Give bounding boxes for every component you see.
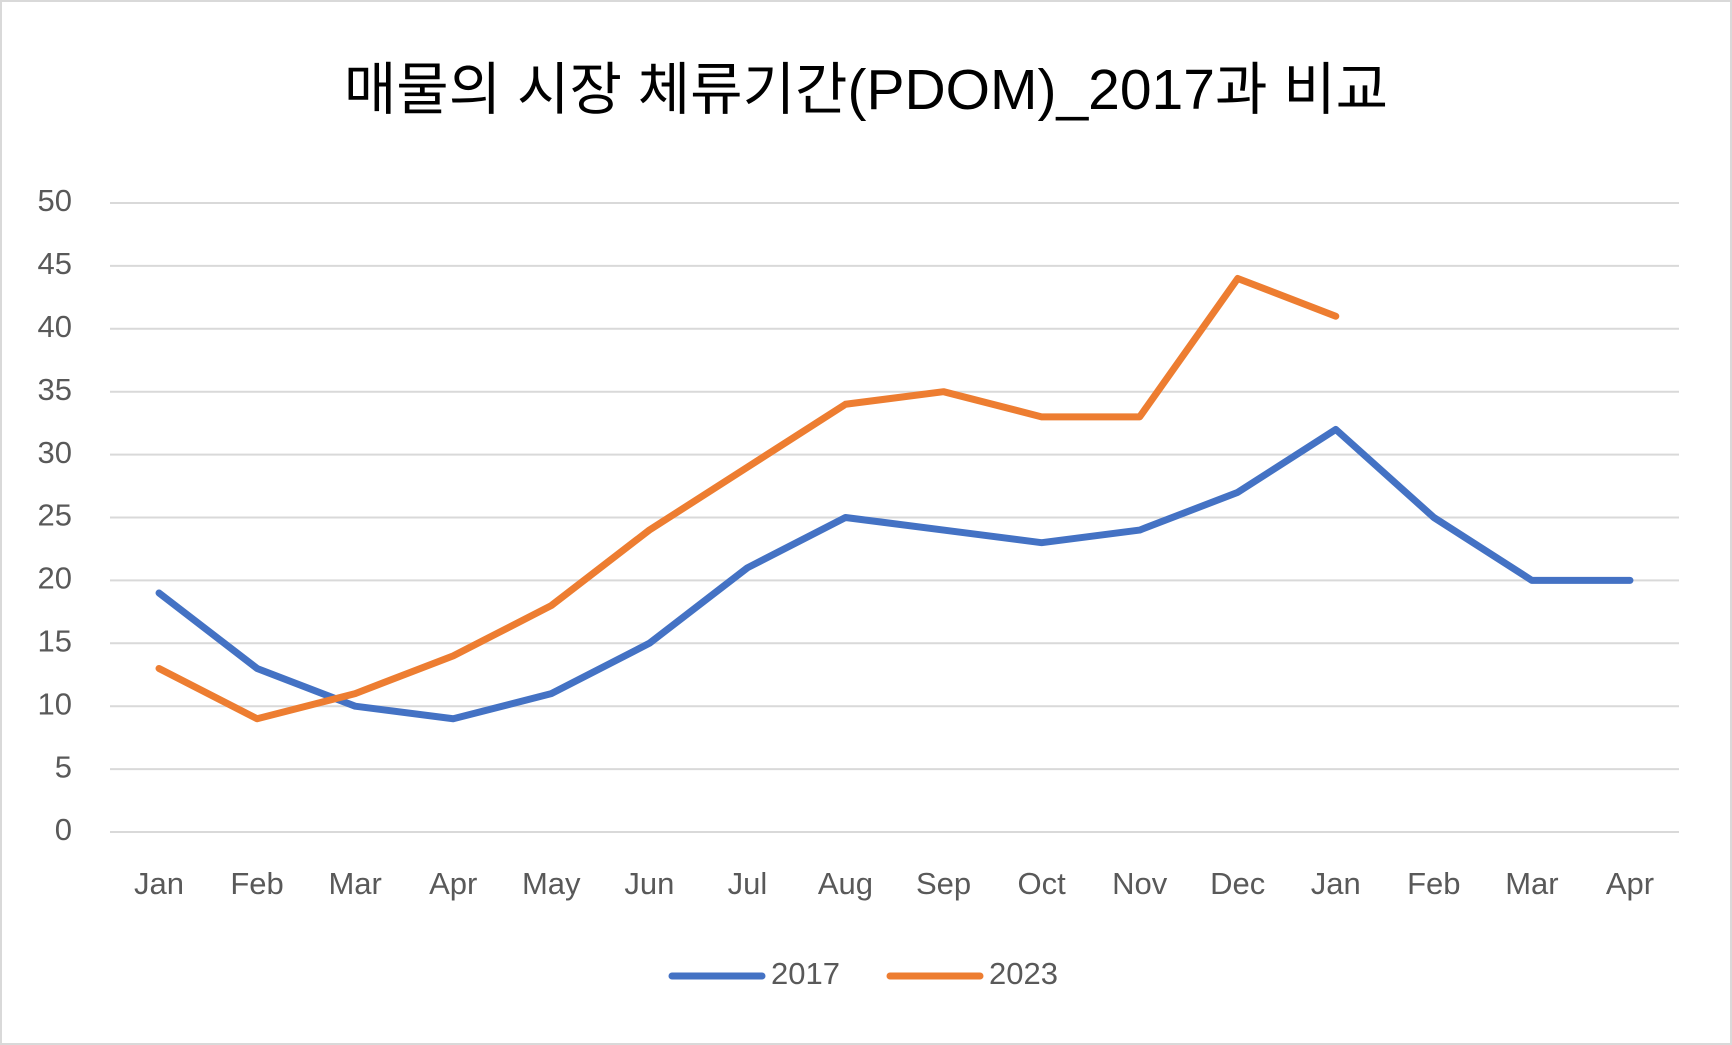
x-tick-label: Sep xyxy=(916,866,971,901)
y-tick-label: 35 xyxy=(38,372,72,407)
x-tick-label: May xyxy=(522,866,581,901)
x-tick-label: Oct xyxy=(1017,866,1066,901)
y-tick-label: 25 xyxy=(38,498,72,533)
x-tick-label: Feb xyxy=(230,866,283,901)
y-tick-label: 45 xyxy=(38,246,72,281)
x-tick-label: Jun xyxy=(624,866,674,901)
x-tick-label: Apr xyxy=(1606,866,1654,901)
x-tick-label: Aug xyxy=(818,866,873,901)
x-tick-label: Nov xyxy=(1112,866,1168,901)
y-tick-label: 40 xyxy=(38,309,72,344)
x-tick-label: Mar xyxy=(328,866,381,901)
x-tick-label: Jan xyxy=(1311,866,1361,901)
x-tick-label: Jan xyxy=(134,866,184,901)
y-tick-label: 15 xyxy=(38,623,72,658)
y-tick-label: 30 xyxy=(38,435,72,470)
y-tick-label: 10 xyxy=(38,686,72,721)
legend-label: 2017 xyxy=(771,956,840,991)
y-tick-label: 50 xyxy=(38,183,72,218)
y-tick-label: 0 xyxy=(55,812,72,847)
x-tick-label: Feb xyxy=(1407,866,1460,901)
series-line xyxy=(155,274,1340,723)
legend-label: 2023 xyxy=(989,956,1058,991)
x-tick-label: Mar xyxy=(1505,866,1558,901)
x-tick-label: Apr xyxy=(429,866,477,901)
chart-title: 매물의 시장 체류기간(PDOM)_2017과 비교 xyxy=(344,58,1388,122)
x-tick-label: Jul xyxy=(728,866,768,901)
series-line xyxy=(155,425,1634,723)
x-tick-label: Dec xyxy=(1210,866,1265,901)
y-tick-label: 20 xyxy=(38,561,72,596)
y-tick-label: 5 xyxy=(55,749,72,784)
